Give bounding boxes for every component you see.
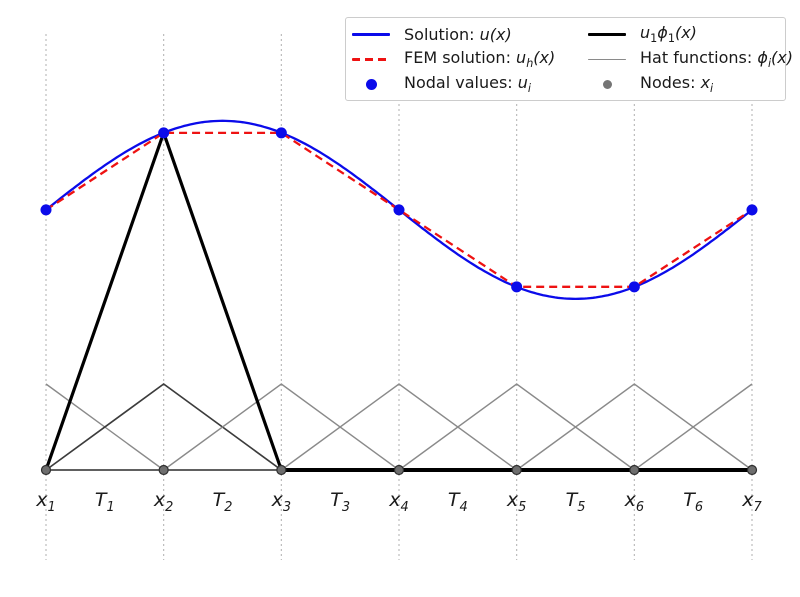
nodal-values-dot-icon <box>352 79 390 90</box>
legend-entry-solution: Solution: u(x) <box>352 22 588 47</box>
nodal-value-dot <box>275 127 287 139</box>
hat-function <box>516 383 753 471</box>
hat-function <box>633 383 753 471</box>
legend-label-nodes: Nodes: xi <box>640 72 714 95</box>
hat-function <box>280 383 518 471</box>
legend-label-hat-functions: Hat functions: ϕi(x) <box>640 47 793 70</box>
legend-label-scaled-hat: u1ϕ1(x) <box>640 22 697 45</box>
nodal-value-dot <box>746 204 758 216</box>
node-dot <box>158 464 169 476</box>
emphasized-hat-function <box>45 382 282 471</box>
nodal-value-dot <box>158 127 170 139</box>
legend-label-solution: Solution: u(x) <box>404 24 512 44</box>
legend-label-fem-solution: FEM solution: uh(x) <box>404 47 556 70</box>
scaled-hat-line-icon <box>588 32 626 37</box>
legend-label-nodal-values: Nodal values: ui <box>404 72 532 95</box>
hat-function <box>163 383 400 471</box>
legend-box: Solution: u(x) FEM solution: uh(x) Nodal v… <box>345 17 793 101</box>
legend-entry-nodes: Nodes: xi <box>588 72 793 97</box>
nodal-value-dot <box>393 204 405 216</box>
hat-functions-line-icon <box>588 58 626 61</box>
node-dot <box>40 464 52 476</box>
nodal-value-dot <box>40 204 52 216</box>
node-dot <box>276 464 287 476</box>
nodes-dot-icon <box>588 80 626 89</box>
node-dot <box>629 464 640 476</box>
nodal-value-dot <box>628 281 640 293</box>
hat-function <box>398 383 635 471</box>
solution-line-icon <box>352 33 390 36</box>
node-dot <box>511 464 522 476</box>
node-dot <box>746 464 758 476</box>
nodal-value-dot <box>511 281 523 293</box>
legend-entry-nodal-values: Nodal values: ui <box>352 72 588 97</box>
legend-entry-hat-functions: Hat functions: ϕi(x) <box>588 47 793 72</box>
node-dot <box>393 464 405 476</box>
legend-entry-scaled-hat: u1ϕ1(x) <box>588 22 793 47</box>
legend-entry-fem-solution: FEM solution: uh(x) <box>352 47 588 72</box>
fem-solution-line-icon <box>352 58 390 61</box>
